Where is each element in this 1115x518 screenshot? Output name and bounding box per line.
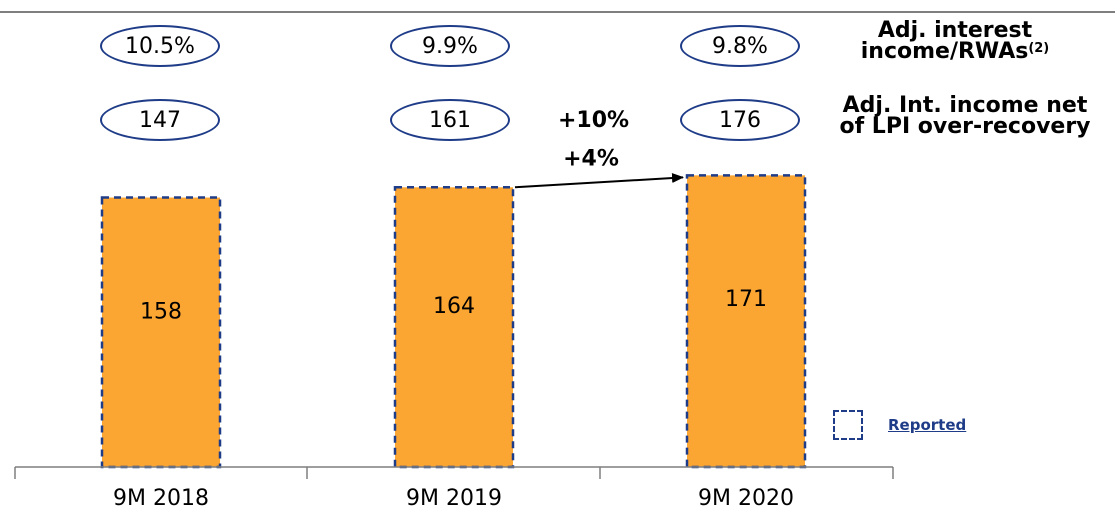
axis-layer: 9M 2018 9M 2019 9M 2020 [14,466,894,511]
x-tick-label: 9M 2018 [113,486,209,511]
rwa-row-label: Adj. interest income/RWAs(2) [820,18,1090,64]
annotation-layer: +4% [514,146,684,189]
legend-label-reported[interactable]: Reported [888,416,967,434]
lpi-row-label-line1: Adj. Int. income net [842,93,1088,118]
lpi-pill-2018: 147 [100,99,220,141]
lpi-row-label-line2: of LPI over-recovery [839,114,1091,139]
bar-9m-2019 [393,186,515,469]
x-tick-label: 9M 2020 [698,486,794,511]
lpi-pill-2020: 176 [680,99,800,141]
lpi-growth-label: +10% [558,108,630,133]
legend-swatch-reported [833,410,863,440]
x-tick-label: 9M 2019 [406,486,502,511]
lpi-pill-2019: 161 [390,99,510,141]
rwa-row-label-line1: Adj. interest [877,18,1033,43]
growth-arrow [514,173,684,189]
rwa-pill-2019: 9.9% [390,25,510,67]
rwa-pill-2020: 9.8% [680,25,800,67]
growth-annotation-label: +4% [563,146,619,171]
rwa-row-label-line2: income/RWAs(2) [820,39,1090,64]
rwa-pill-2018: 10.5% [100,25,220,67]
lpi-row-label: Adj. Int. income net of LPI over-recover… [830,93,1100,139]
top-rule [0,11,1115,13]
bar-value-label: 171 [725,287,767,312]
bar-9m-2020 [685,174,807,469]
rwa-row-label-footnote: (2) [1028,41,1050,56]
bar-9m-2018 [100,196,222,469]
rwa-row-label-line2-text: income/RWAs [860,39,1029,64]
bar-value-label: 164 [433,294,475,319]
bar-value-label: 158 [140,300,182,325]
bars-layer: 158 164 171 [100,174,807,469]
